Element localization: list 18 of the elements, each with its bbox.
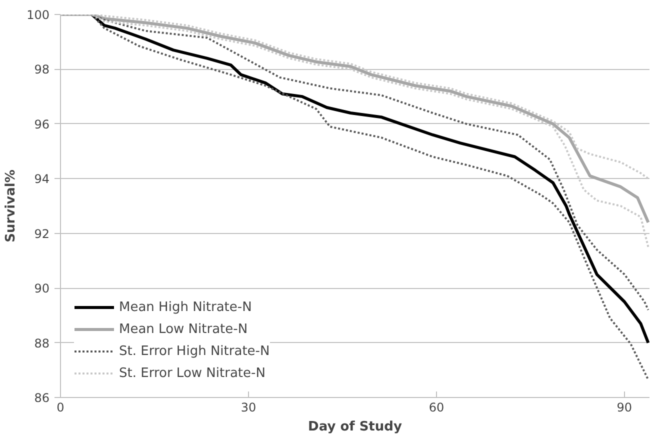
y-tick-label: 92 — [34, 226, 50, 241]
y-axis-title: Survival% — [4, 170, 19, 242]
y-tick-label: 98 — [34, 62, 50, 77]
x-tick-label: 30 — [240, 400, 256, 414]
y-tick-label: 90 — [34, 282, 50, 296]
y-tick-label: 94 — [34, 172, 50, 186]
x-axis-title: Day of Study — [308, 420, 402, 434]
legend-label: Mean Low Nitrate-N — [119, 322, 248, 336]
y-tick-label: 100 — [26, 8, 50, 22]
x-tick-label: 90 — [616, 400, 632, 414]
y-tick-label: 96 — [34, 117, 50, 132]
legend-label: St. Error Low Nitrate-N — [119, 366, 266, 380]
y-tick-label: 88 — [34, 336, 50, 350]
x-tick-label: 60 — [428, 400, 444, 414]
x-tick-label: 0 — [56, 400, 64, 414]
legend-label: Mean High Nitrate-N — [119, 300, 252, 314]
y-tick-label: 86 — [34, 391, 50, 405]
legend-label: St. Error High Nitrate-N — [119, 344, 270, 358]
